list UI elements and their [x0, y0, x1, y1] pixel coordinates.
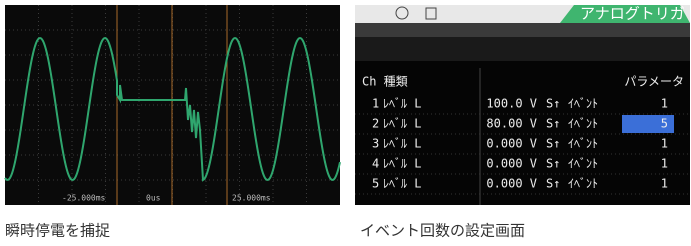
cell: 0.000 V	[486, 137, 537, 151]
band	[355, 23, 690, 37]
cell: 0.000 V	[486, 177, 537, 191]
cell: ﾚﾍﾞﾙ L	[383, 157, 421, 171]
cell: S↑	[546, 117, 560, 131]
cell: ﾚﾍﾞﾙ L	[383, 117, 421, 131]
cell: 2	[372, 117, 379, 131]
cell: 0.000 V	[486, 157, 537, 171]
cell: ｲﾍﾞﾝﾄ	[568, 137, 598, 151]
cell: 4	[372, 157, 379, 171]
cell: S↑	[546, 177, 560, 191]
header: パラメータ	[624, 75, 684, 89]
cell: ｲﾍﾞﾝﾄ	[568, 97, 598, 111]
caption: 瞬時停電を捕捉	[5, 222, 110, 240]
cell: S↑	[546, 157, 560, 171]
cell: 1	[661, 157, 668, 171]
caption: イベント回数の設定画面	[360, 222, 525, 240]
cell: 100.0 V	[486, 97, 537, 111]
cell: 1	[661, 177, 668, 191]
cell: ﾚﾍﾞﾙ L	[383, 137, 421, 151]
header: Ch 種類	[362, 75, 408, 89]
page: -25.000ms 0us 25.000ms 瞬時停電を捕捉 アナログトリガ C…	[0, 0, 691, 242]
cell: 1	[661, 137, 668, 151]
cell: 5	[372, 177, 379, 191]
cell: ｲﾍﾞﾝﾄ	[568, 157, 598, 171]
cell: ｲﾍﾞﾝﾄ	[568, 117, 598, 131]
axis-label: 0us	[146, 194, 161, 203]
cell: 5	[661, 117, 668, 131]
cell: 3	[372, 137, 379, 151]
cell: 80.00 V	[486, 117, 537, 131]
cell: S↑	[546, 97, 560, 111]
cell: 1	[661, 97, 668, 111]
band	[355, 37, 690, 61]
tab-title: アナログトリガ	[580, 5, 685, 23]
cell: 1	[372, 97, 379, 111]
cell: ﾚﾍﾞﾙ L	[383, 177, 421, 191]
axis-label: -25.000ms	[62, 194, 106, 203]
cell: ﾚﾍﾞﾙ L	[383, 97, 421, 111]
cell: ｲﾍﾞﾝﾄ	[568, 177, 598, 191]
axis-label: 25.000ms	[232, 194, 271, 203]
cell: S↑	[546, 137, 560, 151]
